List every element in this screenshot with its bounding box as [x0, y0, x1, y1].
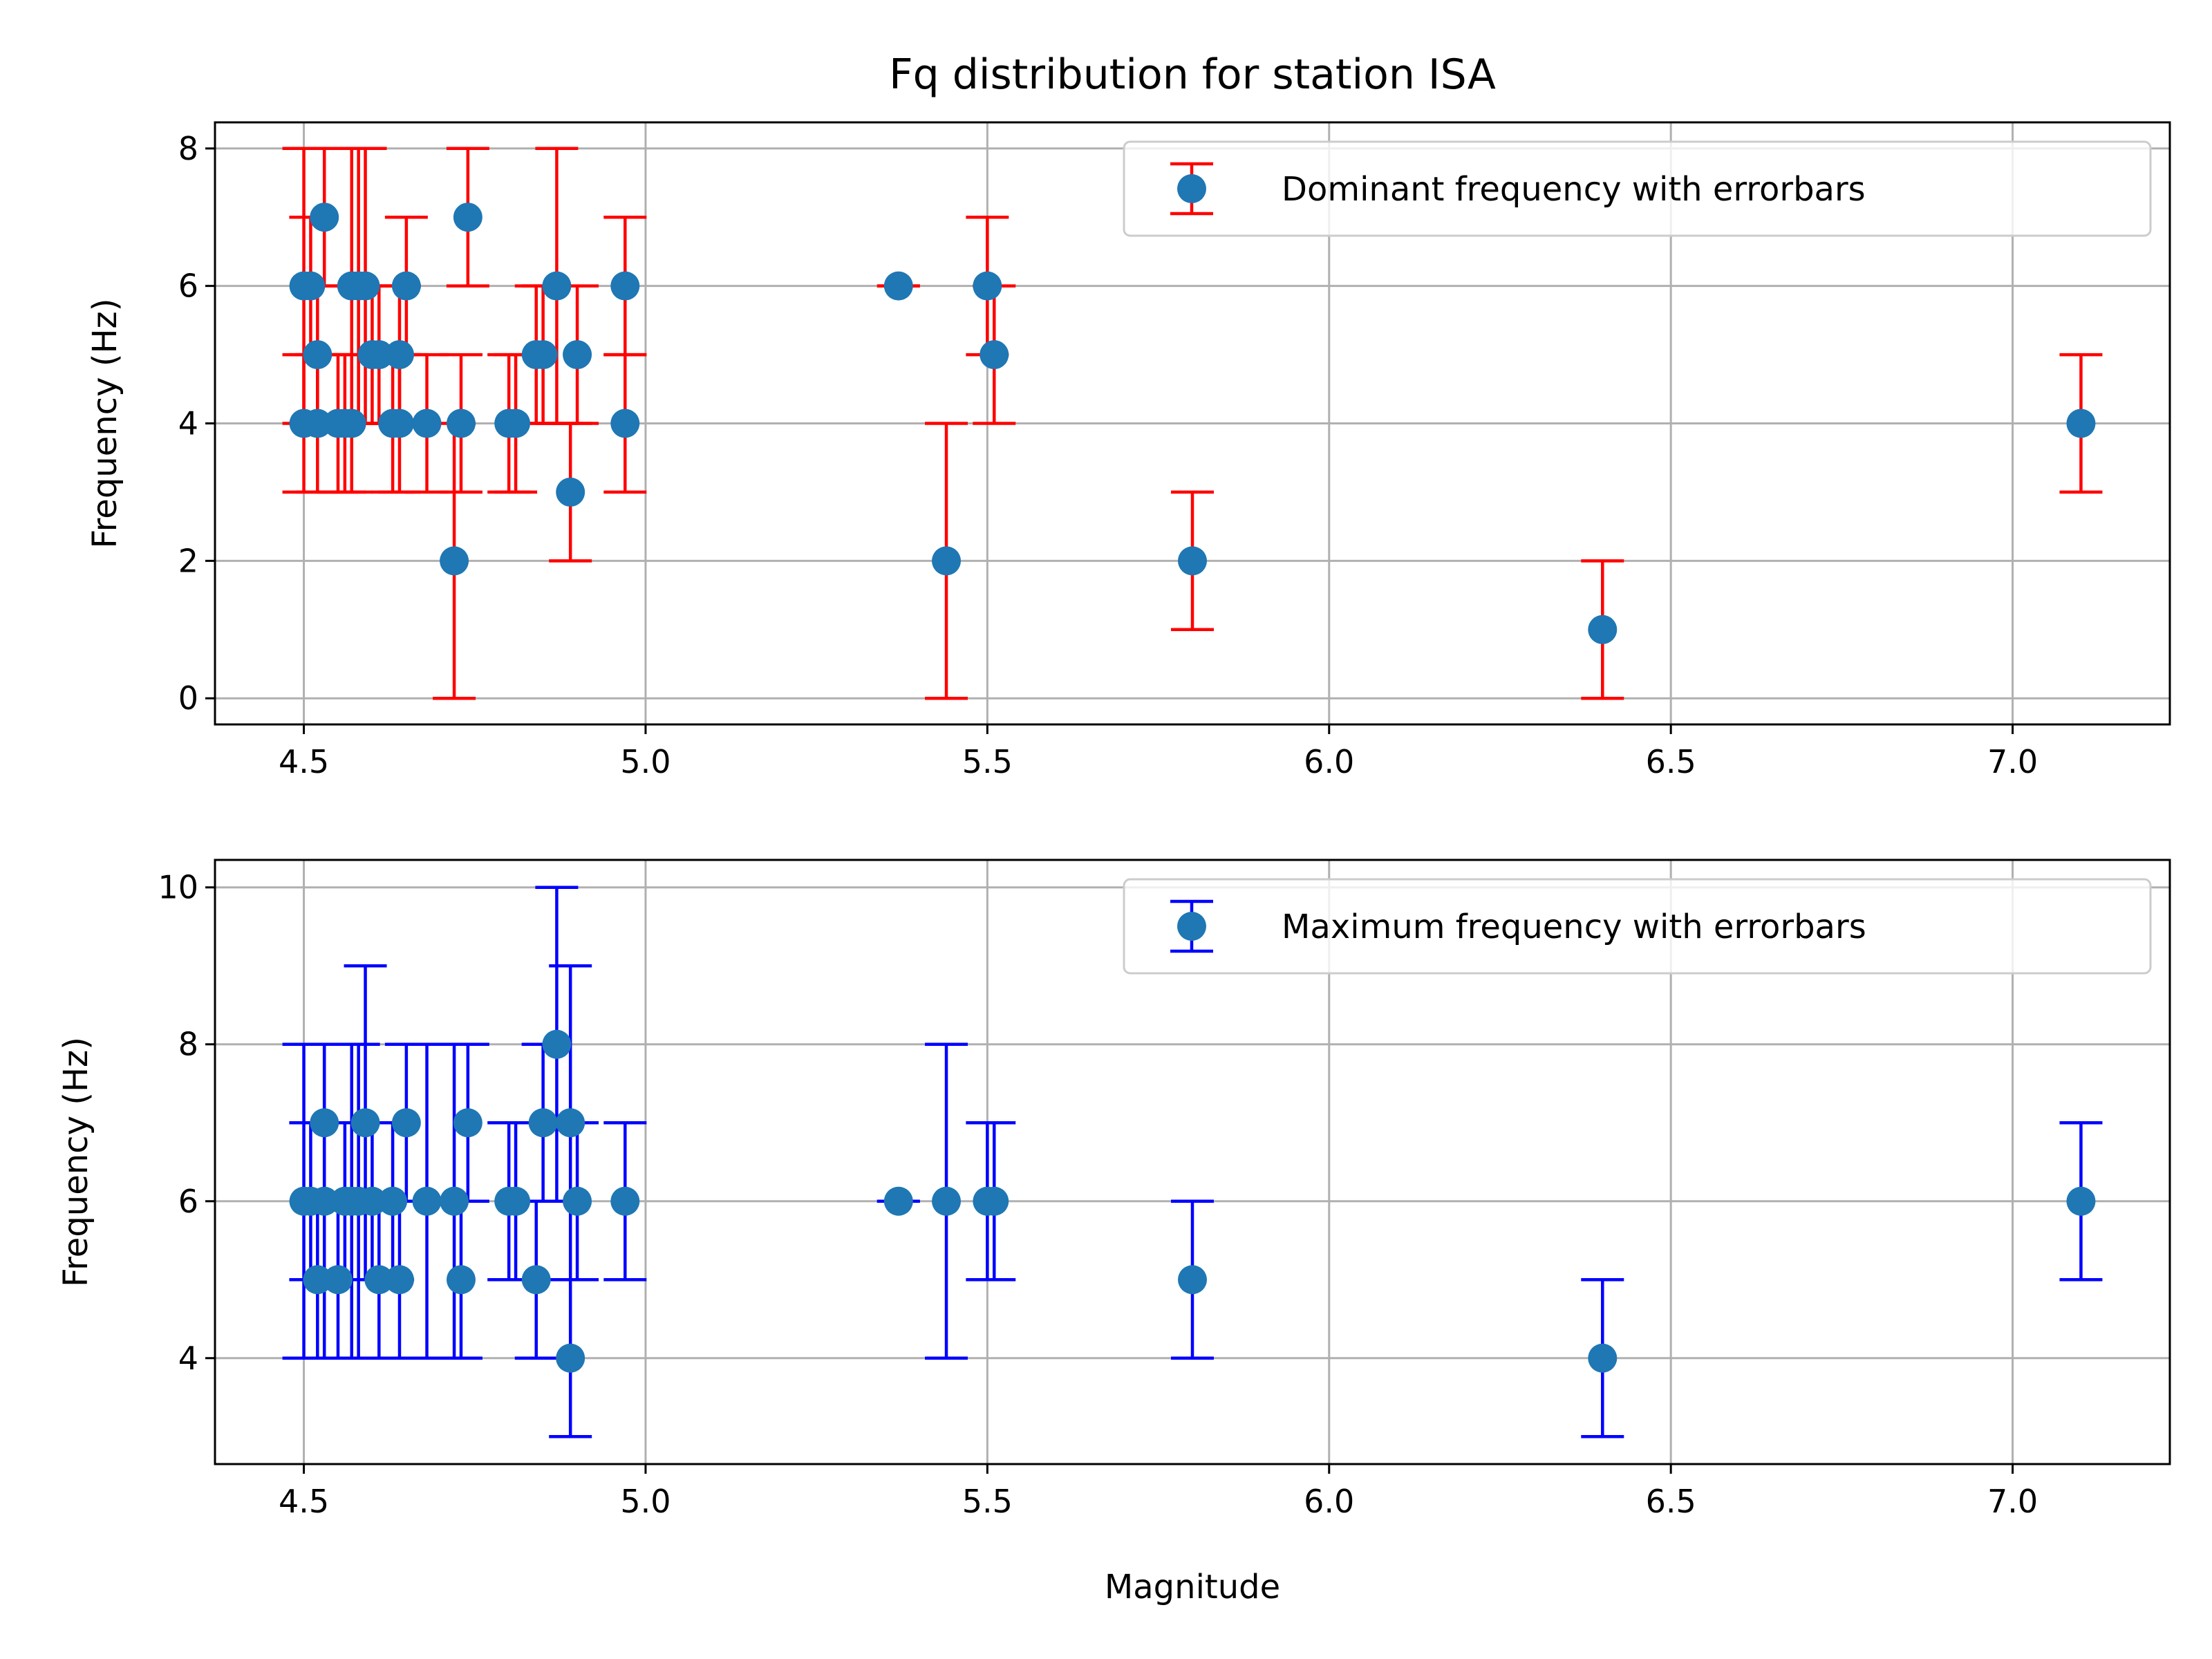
chart-1-data-point — [364, 1265, 394, 1295]
chart-1-y-tick-label: 4 — [178, 1340, 198, 1377]
chart-0-x-tick-label: 6.0 — [1304, 743, 1354, 780]
chart-1-data-point — [883, 1186, 913, 1216]
chart-0-data-point — [303, 409, 332, 438]
chart-0-y-tick-label: 0 — [178, 679, 198, 717]
chart-0-data-point — [303, 340, 332, 370]
chart-0-data-point — [364, 340, 394, 370]
chart-0-data-point — [337, 409, 366, 438]
chart-0-y-tick-label: 2 — [178, 542, 198, 579]
chart-0-data-point — [446, 409, 476, 438]
chart-1-data-point — [521, 1265, 551, 1295]
chart-0-data-point — [384, 409, 414, 438]
chart-0-data-point — [610, 409, 640, 438]
chart-1-data-point — [1178, 1265, 1207, 1295]
chart-1-y-tick-label: 8 — [178, 1026, 198, 1063]
chart-0-data-point — [563, 340, 592, 370]
chart-0-data-point — [1178, 546, 1207, 576]
chart-0-data-point — [610, 271, 640, 301]
chart-0-data-point — [973, 271, 1002, 301]
chart-1-data-point — [610, 1186, 640, 1216]
chart-1-data-point — [542, 1029, 572, 1059]
chart-1-data-point — [556, 1108, 585, 1138]
chart-1-data-point — [391, 1108, 421, 1138]
chart-0-y-tick-label: 6 — [178, 268, 198, 305]
chart-0-y-tick-label: 4 — [178, 405, 198, 442]
chart-0-data-point — [412, 409, 442, 438]
chart-0-data-point — [384, 340, 414, 370]
chart-1-data-point — [310, 1108, 339, 1138]
chart-0-data-point — [391, 271, 421, 301]
chart-0-x-tick-label: 6.5 — [1646, 743, 1696, 780]
chart-1-data-point — [1588, 1343, 1618, 1373]
chart-1-x-tick-label: 5.0 — [620, 1483, 671, 1520]
chart-1-y-tick-label: 6 — [178, 1183, 198, 1220]
chart-1-legend-label: Maximum frequency with errorbars — [1282, 908, 1866, 946]
chart-1-data-point — [323, 1265, 353, 1295]
chart-0-data-point — [296, 271, 326, 301]
chart-0-data-point — [556, 477, 585, 507]
chart-1-data-point — [2066, 1186, 2096, 1216]
chart-1-data-point — [563, 1186, 592, 1216]
chart-1-data-point — [412, 1186, 442, 1216]
chart-1-data-point — [453, 1108, 482, 1138]
chart-1-y-axis-label: Frequency (Hz) — [57, 1037, 95, 1287]
chart-1-data-point — [446, 1265, 476, 1295]
chart-0-legend: Dominant frequency with errorbars — [1123, 140, 2152, 237]
chart-0-data-point — [528, 340, 558, 370]
chart-1-x-tick-label: 6.5 — [1646, 1483, 1696, 1520]
chart-0-data-point — [440, 546, 469, 576]
chart-0-data-point — [310, 203, 339, 232]
chart-1-legend: Maximum frequency with errorbars — [1123, 878, 2152, 975]
chart-0-data-point — [932, 546, 962, 576]
chart-0-x-tick-label: 4.5 — [279, 743, 329, 780]
chart-1-x-axis-label: Magnitude — [1105, 1568, 1280, 1606]
chart-0-x-tick-label: 5.5 — [962, 743, 1013, 780]
chart-0-data-point — [1588, 615, 1618, 644]
chart-1-x-tick-label: 4.5 — [279, 1483, 329, 1520]
chart-0-data-point — [542, 271, 572, 301]
chart-1-data-point — [303, 1265, 332, 1295]
chart-0-data-point — [2066, 409, 2096, 438]
chart-0-x-tick-label: 5.0 — [620, 743, 671, 780]
chart-1-axes-frame — [214, 859, 2171, 1465]
chart-1-data-point — [932, 1186, 962, 1216]
chart-1-data-point — [384, 1265, 414, 1295]
maximum-frequency-plot: 4.5 5.0 5.5 6.0 6.5 7.0 4 6 8 10 Frequency (Hz) Mag… — [57, 859, 2171, 1606]
chart-0-data-point — [453, 203, 482, 232]
chart-title: Fq distribution for station ISA — [889, 50, 1496, 99]
chart-1-data-point — [440, 1186, 469, 1216]
chart-0-y-axis-label: Frequency (Hz) — [86, 299, 124, 549]
chart-0-data-point — [501, 409, 531, 438]
chart-1-data-point — [501, 1186, 531, 1216]
chart-1-legend-marker — [1177, 912, 1206, 941]
chart-1-data-point — [980, 1186, 1009, 1216]
chart-0-data-point — [350, 271, 380, 301]
chart-1-data-point — [357, 1186, 387, 1216]
chart-0-legend-marker — [1177, 174, 1206, 203]
chart-1-x-tick-label: 7.0 — [1987, 1483, 2038, 1520]
chart-1-data-point — [556, 1343, 585, 1373]
chart-1-data-point — [528, 1108, 558, 1138]
chart-1-x-tick-label: 6.0 — [1304, 1483, 1354, 1520]
chart-1-legend-frame — [1123, 878, 2152, 975]
dominant-frequency-plot: 4.5 5.0 5.5 6.0 6.5 7.0 0 2 4 6 8 Frequency (Hz) Dom… — [86, 121, 2171, 780]
chart-1-data-point — [378, 1186, 408, 1216]
chart-1-data-point — [350, 1108, 380, 1138]
chart-0-y-tick-label: 8 — [178, 130, 198, 167]
chart-0-legend-frame — [1123, 140, 2152, 237]
chart-0-x-tick-label: 7.0 — [1987, 743, 2038, 780]
chart-1-data-point — [310, 1186, 339, 1216]
chart-1-x-tick-label: 5.5 — [962, 1483, 1013, 1520]
chart-0-legend-label: Dominant frequency with errorbars — [1282, 170, 1866, 209]
chart-0-data-point — [980, 340, 1009, 370]
chart-1-y-tick-label: 10 — [158, 869, 198, 906]
chart-0-data-point — [883, 271, 913, 301]
